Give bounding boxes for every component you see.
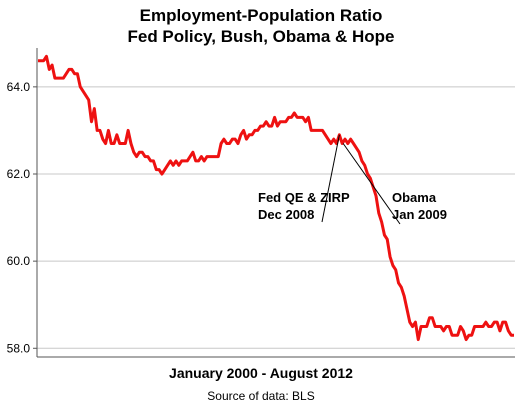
y-tick-labels: 64.0 62.0 60.0 58.0 <box>7 80 31 355</box>
annotation-fed-line-1: Fed QE & ZIRP <box>258 190 350 205</box>
y-tick-label: 58.0 <box>7 341 31 355</box>
x-axis-label: January 2000 - August 2012 <box>169 365 353 381</box>
annotation-obama-line-2: Jan 2009 <box>392 207 447 222</box>
annotation-fed-leader <box>321 134 340 223</box>
annotations: Fed QE & ZIRP Dec 2008 Obama Jan 2009 <box>258 134 447 225</box>
annotation-obama-leader <box>342 143 401 225</box>
source-note: Source of data: BLS <box>207 389 315 403</box>
axes <box>33 48 515 358</box>
y-tick-label: 60.0 <box>7 254 31 268</box>
chart-title-line-2: Fed Policy, Bush, Obama & Hope <box>127 27 395 46</box>
series-line <box>38 54 514 342</box>
annotation-fed-line-2: Dec 2008 <box>258 207 314 222</box>
series-layer <box>38 54 514 342</box>
grid-lines <box>37 86 515 349</box>
chart-title-line-1: Employment-Population Ratio <box>139 6 383 25</box>
annotation-obama-line-1: Obama <box>392 190 437 205</box>
y-tick-label: 62.0 <box>7 167 31 181</box>
y-tick-label: 64.0 <box>7 80 31 94</box>
